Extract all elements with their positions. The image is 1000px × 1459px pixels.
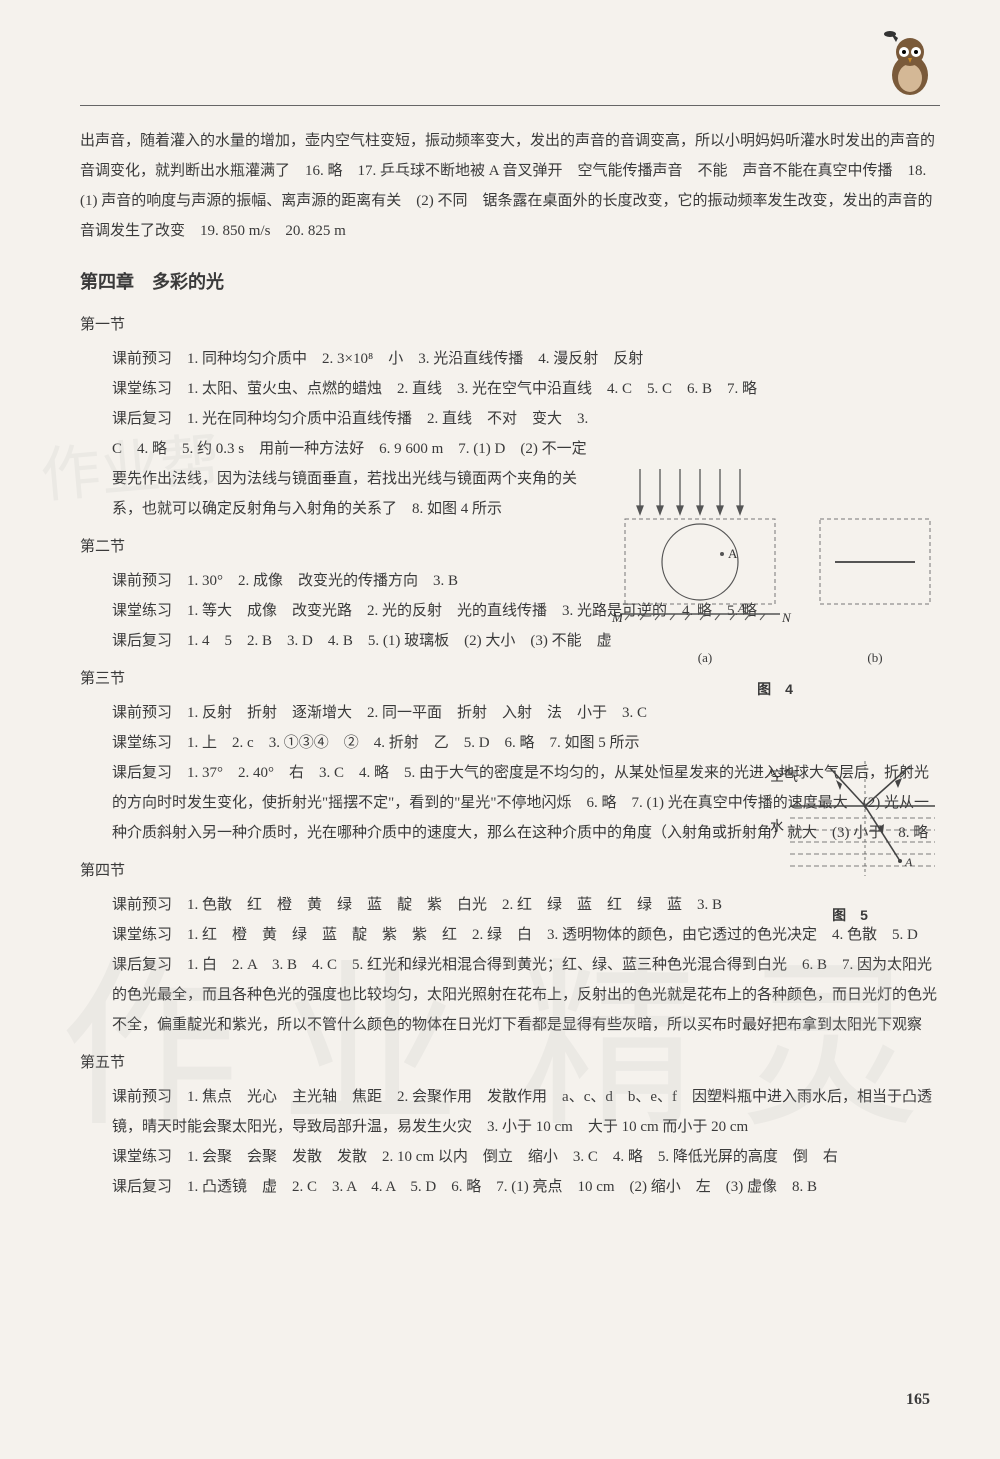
fig4-sub-a: (a) [610, 645, 800, 671]
s4-review: 课后复习 1. 白 2. A 3. B 4. C 5. 红光和绿光相混合得到黄光… [112, 950, 940, 1040]
owl-mascot-icon [880, 30, 940, 100]
figure-5-caption: 图 5 [760, 901, 940, 929]
svg-text:空气: 空气 [770, 769, 798, 785]
s5-preview: 课前预习 1. 焦点 光心 主光轴 焦距 2. 会聚作用 发散作用 a、c、d … [112, 1082, 940, 1142]
svg-text:A: A [728, 546, 738, 561]
header-rule [80, 105, 940, 106]
section-1-label: 第一节 [80, 310, 940, 340]
svg-text:A′: A′ [737, 601, 748, 615]
s1-class: 课堂练习 1. 太阳、萤火虫、点燃的蜡烛 2. 直线 3. 光在空气中沿直线 4… [112, 374, 940, 404]
s3-class: 课堂练习 1. 上 2. c 3. ①③④ ② 4. 折射 乙 5. D 6. … [112, 728, 940, 758]
figure-5: 空气 水 A 图 5 [760, 756, 940, 906]
figure-4: A M N A′ (a) [610, 464, 940, 664]
chapter-title: 第四章 多彩的光 [80, 264, 940, 300]
svg-text:A: A [904, 855, 913, 869]
s5-class: 课堂练习 1. 会聚 会聚 发散 发散 2. 10 cm 以内 倒立 缩小 3.… [112, 1142, 940, 1172]
s5-review: 课后复习 1. 凸透镜 虚 2. C 3. A 4. A 5. D 6. 略 7… [112, 1172, 940, 1202]
intro-continuation: 出声音，随着灌入的水量的增加，壶内空气柱变短，振动频率变大，发出的声音的音调变高… [80, 126, 940, 246]
svg-text:水: 水 [770, 819, 784, 835]
svg-text:N: N [781, 610, 792, 625]
page-number: 165 [906, 1391, 930, 1409]
page-content: 出声音，随着灌入的水量的增加，壶内空气柱变短，振动频率变大，发出的声音的音调变高… [80, 126, 940, 1202]
figure-4-caption: 图 4 [610, 675, 940, 703]
s1-preview: 课前预习 1. 同种均匀介质中 2. 3×10⁸ 小 3. 光沿直线传播 4. … [112, 344, 940, 374]
svg-text:M: M [611, 610, 624, 625]
fig4-sub-b: (b) [810, 645, 940, 671]
section-5-label: 第五节 [80, 1048, 940, 1078]
